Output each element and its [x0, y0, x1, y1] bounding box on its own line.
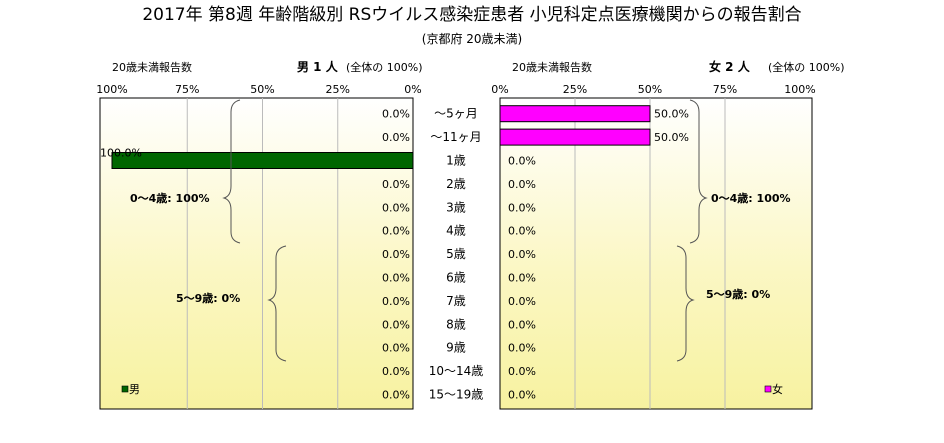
female-tick-label: 0% [491, 83, 508, 96]
male-value-label: 0.0% [382, 318, 410, 331]
female-value-label: 0.0% [508, 295, 536, 308]
female-value-label: 0.0% [508, 318, 536, 331]
category-label: 2歳 [446, 177, 466, 191]
male-tick-label: 50% [250, 83, 274, 96]
female-brace-5-9 [676, 245, 695, 362]
male-tick-label: 25% [326, 83, 350, 96]
male-bar [111, 152, 414, 169]
male-group-label-0-4: 0～4歳: 100% [130, 191, 210, 205]
male-legend-swatch [121, 385, 129, 393]
female-value-label: 0.0% [508, 342, 536, 355]
female-legend-label: 女 [772, 382, 783, 396]
female-tick-label: 75% [713, 83, 737, 96]
female-group-braces [676, 99, 708, 362]
male-header-total: 男 1 人 [297, 59, 339, 74]
category-label: 15～19歳 [429, 388, 484, 402]
female-header-total: 女 2 人 [709, 59, 751, 74]
female-tick-label: 100% [784, 83, 815, 96]
male-tick-label: 100% [96, 83, 127, 96]
male-value-label: 0.0% [382, 295, 410, 308]
category-label: ～11ヶ月 [430, 130, 481, 144]
age-category-labels: ～5ヶ月 ～11ヶ月 1歳 2歳 3歳 4歳 5歳 6歳 7歳 8歳 9歳 10～14歳 15～19歳 [429, 107, 484, 402]
category-label: 6歳 [446, 271, 466, 285]
male-value-label: 0.0% [382, 225, 410, 238]
female-gridlines [574, 98, 726, 409]
male-value-label: 0.0% [382, 248, 410, 261]
category-label: 5歳 [446, 247, 466, 261]
female-value-label: 50.0% [654, 131, 689, 144]
female-value-labels: 50.0% 50.0% 0.0% 0.0% 0.0% 0.0% 0.0% 0.0% 0.0% 0.… [508, 108, 689, 402]
category-label: 9歳 [446, 341, 466, 355]
male-value-label: 100.0% [100, 147, 142, 160]
male-value-label: 0.0% [382, 108, 410, 121]
female-value-label: 0.0% [508, 272, 536, 285]
male-group-label-5-9: 5～9歳: 0% [176, 291, 240, 305]
female-value-label: 0.0% [508, 365, 536, 378]
male-value-label: 0.0% [382, 365, 410, 378]
male-axis-ticks: 0% 25% 50% 75% 100% [96, 83, 421, 96]
chart-title: 2017年 第8週 年齢階級別 RSウイルス感染症患者 小児科定点医療機関からの… [142, 5, 801, 25]
category-label: 8歳 [446, 317, 466, 331]
female-group-label-0-4: 0～4歳: 100% [711, 191, 791, 205]
male-tick-label: 0% [404, 83, 421, 96]
female-brace-0-4 [689, 99, 708, 244]
male-plot-area [99, 97, 414, 410]
male-brace-0-4 [222, 99, 241, 244]
female-header-share: (全体の 100%) [768, 60, 845, 74]
category-label: 1歳 [446, 154, 466, 168]
male-gridlines [186, 98, 339, 409]
male-value-label: 0.0% [382, 389, 410, 402]
female-group-label-5-9: 5～9歳: 0% [706, 287, 770, 301]
male-value-labels: 0.0% 0.0% 100.0% 0.0% 0.0% 0.0% 0.0% 0.0% 0.0% 0.… [100, 108, 410, 402]
female-axis-ticks: 0% 25% 50% 75% 100% [491, 83, 815, 96]
male-value-label: 0.0% [382, 342, 410, 355]
category-label: 3歳 [446, 200, 466, 214]
male-value-label: 0.0% [382, 201, 410, 214]
female-tick-label: 50% [638, 83, 662, 96]
male-value-label: 0.0% [382, 272, 410, 285]
category-label: 10～14歳 [429, 364, 484, 378]
female-bars [499, 105, 651, 146]
female-bar [499, 128, 651, 146]
female-value-label: 0.0% [508, 248, 536, 261]
chart-subtitle: (京都府 20歳未満) [422, 31, 522, 46]
male-legend-label: 男 [129, 383, 140, 396]
female-value-label: 0.0% [508, 201, 536, 214]
female-legend-swatch [764, 385, 772, 393]
male-group-braces [222, 99, 287, 362]
female-value-label: 0.0% [508, 225, 536, 238]
female-plot-area [499, 97, 813, 410]
female-bar [499, 105, 651, 123]
male-brace-5-9 [267, 245, 287, 362]
male-header-share: (全体の 100%) [346, 60, 423, 74]
male-header-count-label: 20歳未満報告数 [112, 61, 192, 74]
female-value-label: 0.0% [508, 155, 536, 168]
category-label: 7歳 [446, 294, 466, 308]
category-label: 4歳 [446, 224, 466, 238]
female-header-count-label: 20歳未満報告数 [512, 61, 592, 74]
female-value-label: 0.0% [508, 389, 536, 402]
male-bars [111, 152, 414, 169]
male-value-label: 0.0% [382, 178, 410, 191]
male-tick-label: 75% [175, 83, 199, 96]
female-value-label: 0.0% [508, 178, 536, 191]
category-label: ～5ヶ月 [434, 107, 478, 121]
female-value-label: 50.0% [654, 108, 689, 121]
male-value-label: 0.0% [382, 131, 410, 144]
female-tick-label: 25% [563, 83, 587, 96]
